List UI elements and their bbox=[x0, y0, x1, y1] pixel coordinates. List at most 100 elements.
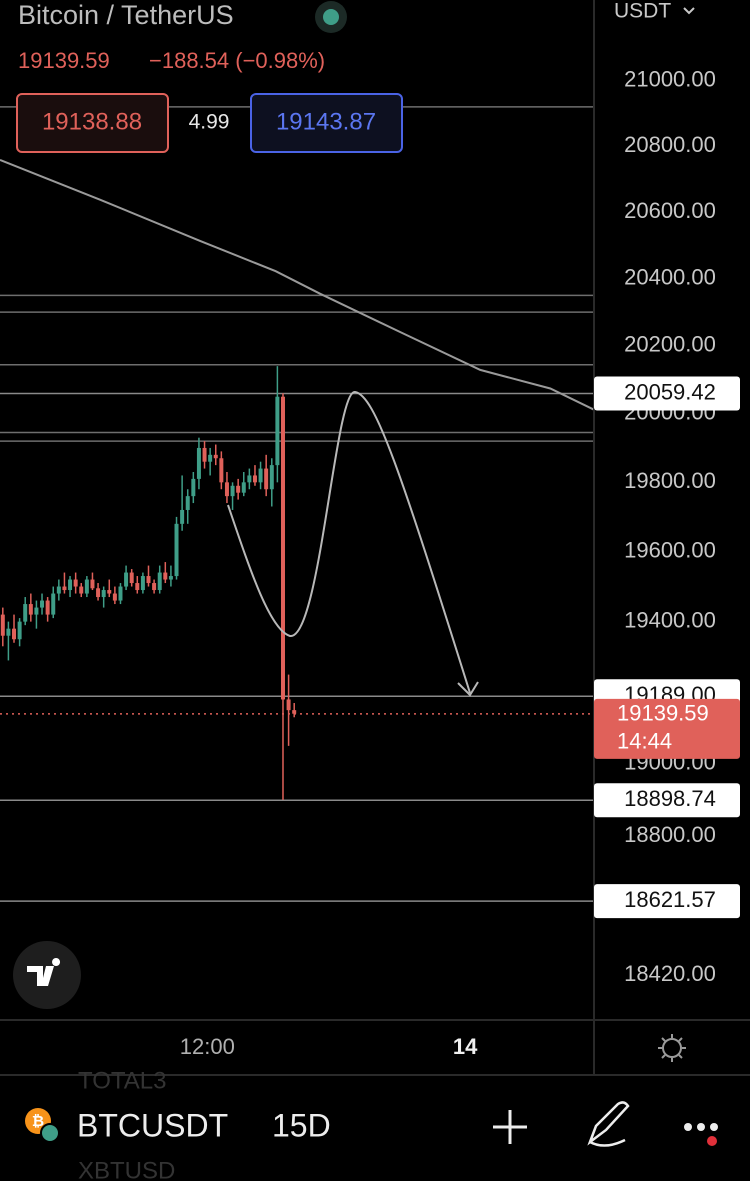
candle-body bbox=[40, 600, 45, 608]
header-price: 19139.59 bbox=[18, 48, 110, 73]
last-price-box bbox=[594, 698, 740, 759]
candle-body bbox=[280, 396, 285, 700]
status-dot bbox=[323, 9, 339, 25]
price-labels: 20059.4219189.0018898.7418621.5719139.59… bbox=[594, 376, 740, 919]
candle-body bbox=[28, 604, 33, 615]
drawn-path bbox=[227, 390, 471, 694]
candle-body bbox=[241, 482, 246, 493]
candle-body bbox=[107, 590, 112, 594]
bid-price: 19138.88 bbox=[42, 108, 142, 135]
ticker[interactable]: BTCUSDT bbox=[77, 1107, 228, 1143]
candle-body bbox=[0, 614, 5, 636]
candle-body bbox=[51, 593, 56, 615]
candle-body bbox=[292, 710, 297, 714]
watchlist-above: TOTAL3 bbox=[78, 1067, 166, 1094]
watchlist-below: XBTUSD bbox=[78, 1157, 175, 1181]
candle-body bbox=[213, 454, 218, 459]
price-line-label: 18898.74 bbox=[624, 786, 716, 811]
candle-body bbox=[129, 572, 134, 584]
candle-body bbox=[17, 621, 22, 640]
candle-body bbox=[12, 628, 17, 640]
candle-body bbox=[180, 509, 185, 524]
symbol-name: Bitcoin / TetherUS bbox=[18, 0, 234, 30]
y-tick-label: 19800.00 bbox=[624, 468, 716, 493]
y-tick-label: 18420.00 bbox=[624, 961, 716, 986]
candle-body bbox=[23, 604, 28, 622]
ask-price: 19143.87 bbox=[276, 108, 376, 135]
price-axis: 21000.00 20800.00 20600.00 20400.00 20200.00… bbox=[180, 67, 716, 1059]
candle-body bbox=[124, 572, 129, 587]
candle-body bbox=[79, 586, 84, 594]
candle-body bbox=[73, 579, 78, 587]
ask-button[interactable] bbox=[250, 93, 403, 153]
candle-body bbox=[6, 628, 11, 636]
candle-body bbox=[90, 579, 95, 589]
plot-area bbox=[0, 106, 595, 902]
currency[interactable]: USDT bbox=[614, 0, 671, 23]
candle-body bbox=[247, 475, 252, 483]
candle-body bbox=[112, 593, 117, 601]
price-line-box bbox=[594, 783, 740, 818]
toolbar bbox=[0, 1077, 750, 1181]
spread: 4.99 bbox=[189, 111, 230, 134]
candle-body bbox=[68, 579, 73, 591]
candle-body bbox=[196, 447, 201, 479]
candle-body bbox=[163, 572, 168, 580]
usdt-icon bbox=[40, 1123, 60, 1143]
candle-body bbox=[146, 576, 151, 584]
y-tick-label: 20600.00 bbox=[624, 198, 716, 223]
x-tick-label: 14 bbox=[453, 1034, 478, 1059]
y-tick-label: 19400.00 bbox=[624, 607, 716, 632]
more-button[interactable] bbox=[684, 1123, 718, 1146]
header-change: −188.54 (−0.98%) bbox=[149, 48, 325, 73]
candle-body bbox=[118, 586, 123, 601]
last-price-label: 19139.59 bbox=[617, 701, 709, 726]
settings-icon[interactable] bbox=[658, 1034, 686, 1062]
y-tick-label: 20400.00 bbox=[624, 264, 716, 289]
y-tick-label: 20800.00 bbox=[624, 132, 716, 157]
candle-body bbox=[202, 447, 207, 462]
tv-logo-mark bbox=[27, 958, 61, 986]
interval[interactable]: 15D bbox=[272, 1107, 331, 1143]
candle-body bbox=[252, 475, 257, 483]
y-tick-label: 20200.00 bbox=[624, 332, 716, 357]
candle-body bbox=[208, 454, 213, 462]
candle-body bbox=[62, 586, 67, 591]
candle-body bbox=[185, 496, 190, 510]
candle-body bbox=[224, 482, 229, 497]
y-tick-label: 18800.00 bbox=[624, 822, 716, 847]
draw-button[interactable] bbox=[587, 1101, 630, 1147]
countdown: 14:44 bbox=[617, 729, 672, 754]
candle-body bbox=[157, 572, 162, 591]
price-line-label: 20059.42 bbox=[624, 379, 716, 404]
btc-icon-glyph: ₿ bbox=[32, 1113, 44, 1130]
y-tick-label: 19600.00 bbox=[624, 537, 716, 562]
moving-average bbox=[0, 158, 595, 411]
candle-body bbox=[34, 607, 39, 615]
candle-body bbox=[275, 396, 280, 466]
candle-body bbox=[140, 576, 145, 591]
y-tick-label: 21000.00 bbox=[624, 67, 716, 92]
candle-body bbox=[174, 523, 179, 577]
bid-button[interactable] bbox=[16, 93, 169, 153]
candle-body bbox=[168, 576, 173, 580]
candle-body bbox=[191, 478, 196, 497]
currency-chevron bbox=[683, 7, 695, 15]
candle-body bbox=[286, 699, 291, 711]
candle-body bbox=[264, 468, 269, 490]
candle-body bbox=[101, 590, 106, 598]
price-line-label: 18621.57 bbox=[624, 887, 716, 912]
candle-body bbox=[135, 583, 140, 591]
price-line-box bbox=[594, 376, 740, 411]
candle-body bbox=[230, 485, 235, 497]
add-button[interactable] bbox=[493, 1110, 527, 1144]
candle-body bbox=[258, 468, 263, 483]
candle-body bbox=[236, 485, 241, 493]
candle-body bbox=[45, 600, 50, 615]
candle-body bbox=[269, 465, 274, 490]
price-line-box bbox=[594, 884, 740, 919]
candle-body bbox=[84, 579, 89, 594]
arrow-head bbox=[457, 681, 479, 697]
